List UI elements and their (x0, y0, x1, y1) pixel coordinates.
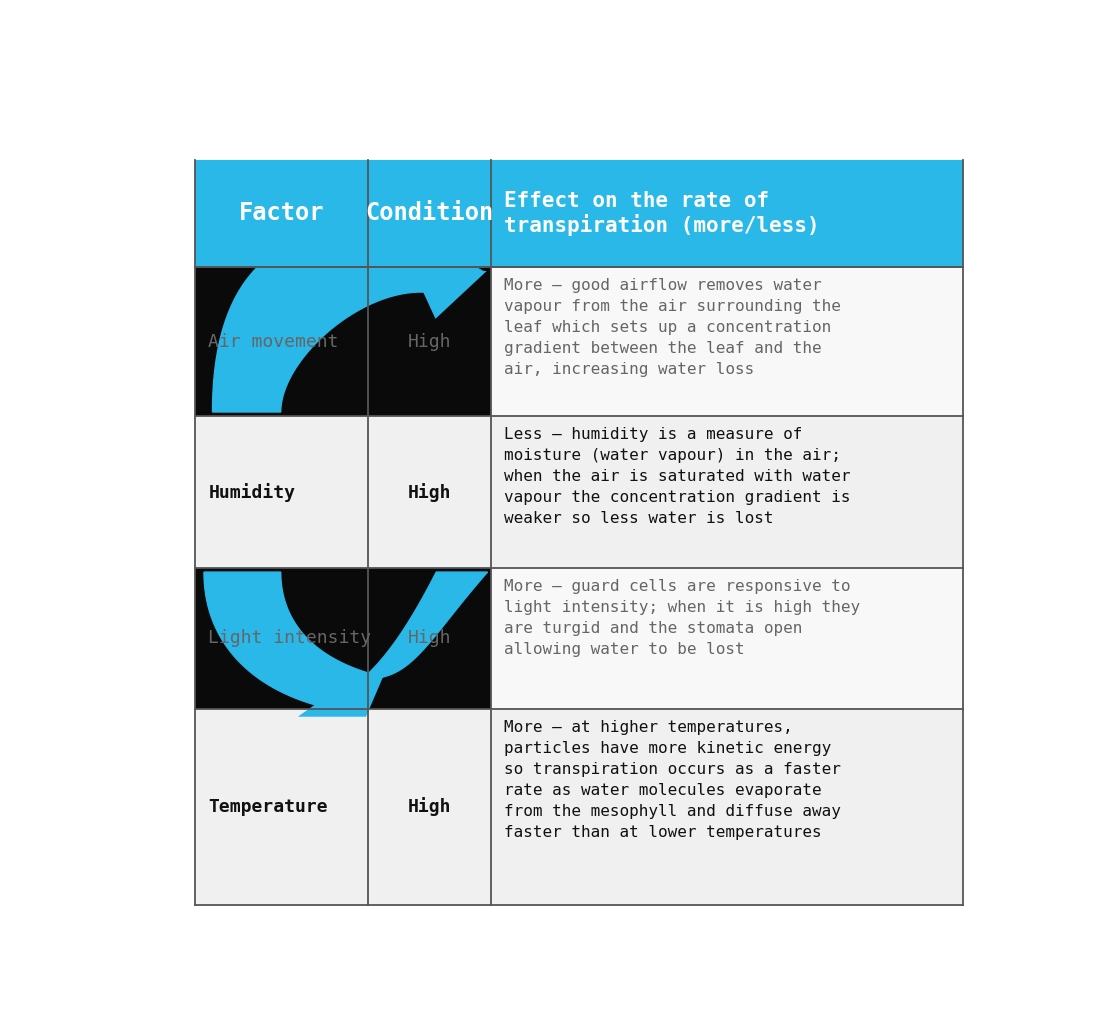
Bar (196, 416, 491, 568)
Bar (491, 268, 962, 416)
Text: High: High (408, 333, 451, 350)
Bar (491, 568, 962, 709)
Text: Condition: Condition (365, 201, 494, 225)
Text: Air movement: Air movement (208, 333, 339, 350)
Bar (196, 568, 491, 709)
Text: Humidity: Humidity (208, 482, 295, 502)
Text: High: High (408, 629, 451, 648)
Polygon shape (298, 677, 383, 717)
Text: Less – humidity is a measure of
moisture (water vapour) in the air;
when the air: Less – humidity is a measure of moisture… (504, 427, 850, 526)
Bar (196, 709, 491, 905)
Text: High: High (408, 482, 451, 502)
Bar (491, 709, 962, 905)
Bar (491, 416, 962, 568)
Text: More – guard cells are responsive to
light intensity; when it is high they
are t: More – guard cells are responsive to lig… (504, 580, 860, 657)
Text: More – good airflow removes water
vapour from the air surrounding the
leaf which: More – good airflow removes water vapour… (504, 278, 840, 377)
Text: Effect on the rate of
transpiration (more/less): Effect on the rate of transpiration (mor… (504, 191, 820, 237)
Text: Light intensity: Light intensity (208, 629, 372, 648)
Text: More – at higher temperatures,
particles have more kinetic energy
so transpirati: More – at higher temperatures, particles… (504, 720, 840, 840)
Bar (196, 268, 491, 416)
Text: Temperature: Temperature (208, 797, 328, 816)
Text: High: High (408, 797, 451, 816)
Text: Factor: Factor (239, 201, 324, 225)
Polygon shape (212, 232, 482, 412)
Polygon shape (204, 572, 383, 705)
Polygon shape (315, 572, 487, 705)
Polygon shape (410, 263, 486, 319)
Bar (196, 160, 962, 268)
